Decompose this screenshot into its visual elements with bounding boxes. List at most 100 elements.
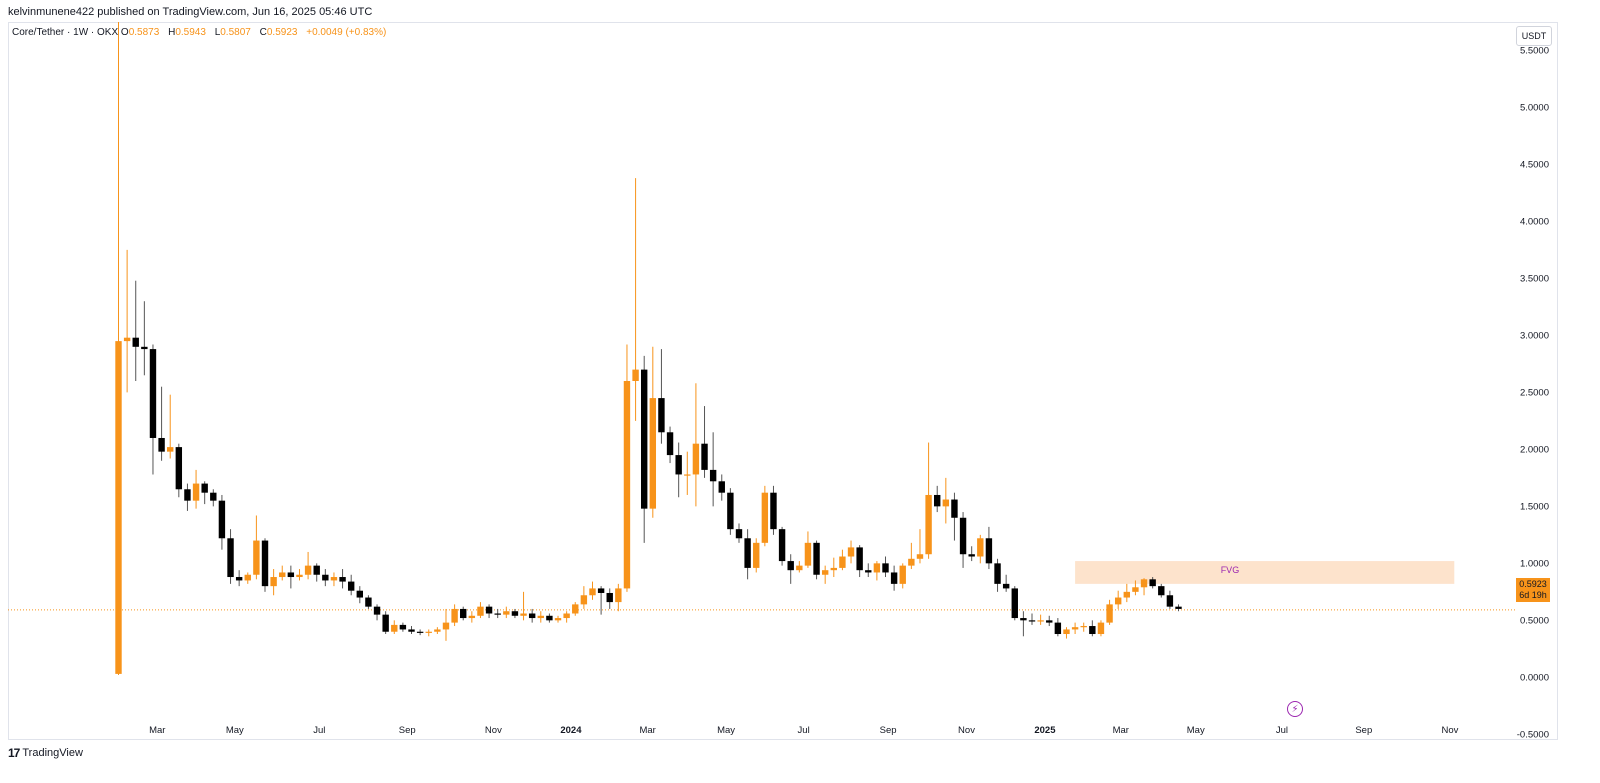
candle[interactable] <box>606 588 613 609</box>
candle[interactable] <box>167 394 174 459</box>
candle[interactable] <box>597 586 605 615</box>
legend-symbol[interactable]: Core/Tether · 1W · OKX <box>12 27 119 38</box>
candle[interactable] <box>718 474 725 501</box>
candle[interactable] <box>158 386 165 461</box>
candle[interactable] <box>201 481 208 505</box>
candle[interactable] <box>1175 604 1182 612</box>
candle[interactable] <box>977 534 984 564</box>
candle[interactable] <box>313 563 320 582</box>
candle[interactable] <box>985 526 993 570</box>
candle[interactable] <box>563 611 570 623</box>
candle[interactable] <box>1166 590 1174 609</box>
candle[interactable] <box>873 561 881 581</box>
candle[interactable] <box>296 569 303 581</box>
candle[interactable] <box>253 515 260 580</box>
candle[interactable] <box>1080 622 1087 632</box>
candle[interactable] <box>709 432 717 507</box>
candle[interactable] <box>770 485 777 535</box>
candle[interactable] <box>425 629 432 637</box>
candle[interactable] <box>287 565 295 589</box>
candle[interactable] <box>847 540 855 564</box>
candle[interactable] <box>701 406 708 478</box>
candle[interactable] <box>373 604 381 621</box>
candle[interactable] <box>856 545 863 578</box>
candle[interactable] <box>460 606 467 621</box>
candle[interactable] <box>192 469 200 509</box>
candle[interactable] <box>1089 620 1096 637</box>
candle[interactable] <box>890 565 898 591</box>
fvg-zone-0[interactable] <box>1075 561 1455 584</box>
candle[interactable] <box>175 443 183 498</box>
candle[interactable] <box>520 591 527 621</box>
candle[interactable] <box>399 622 407 632</box>
candle[interactable] <box>210 489 217 507</box>
candle[interactable] <box>365 595 372 609</box>
candle[interactable] <box>235 570 243 587</box>
candle[interactable] <box>1071 622 1079 635</box>
candle[interactable] <box>391 620 398 635</box>
candle[interactable] <box>115 22 122 676</box>
candle[interactable] <box>537 611 544 623</box>
candle[interactable] <box>580 586 588 609</box>
candle[interactable] <box>244 572 251 584</box>
candle[interactable] <box>261 538 269 592</box>
candle[interactable] <box>218 494 226 550</box>
candle[interactable] <box>692 383 700 507</box>
candle[interactable] <box>1002 574 1010 592</box>
candle[interactable] <box>882 556 889 578</box>
candle[interactable] <box>1140 578 1148 596</box>
candle[interactable] <box>658 349 665 444</box>
candle[interactable] <box>804 531 812 568</box>
price-chart[interactable]: FVG -0.5000 0.0000 0.5000 1.0000 1.5000 2.000… <box>8 22 1558 740</box>
candle[interactable] <box>830 557 837 578</box>
candle[interactable] <box>347 574 355 596</box>
candle[interactable] <box>735 523 743 543</box>
candle[interactable] <box>813 540 820 580</box>
candle[interactable] <box>503 606 510 619</box>
candle[interactable] <box>839 549 846 571</box>
candle[interactable] <box>1028 613 1036 625</box>
candle[interactable] <box>442 608 450 641</box>
candle[interactable] <box>589 581 596 600</box>
candle[interactable] <box>132 280 139 381</box>
candle[interactable] <box>141 301 148 376</box>
candle[interactable] <box>821 565 829 584</box>
candle[interactable] <box>727 488 734 535</box>
candle[interactable] <box>227 529 234 584</box>
candle[interactable] <box>899 563 906 589</box>
candle[interactable] <box>1054 618 1062 637</box>
candle[interactable] <box>908 542 915 570</box>
tradingview-logo[interactable]: 17 TradingView <box>8 746 83 760</box>
candle[interactable] <box>322 569 329 587</box>
candle[interactable] <box>494 608 501 619</box>
candle[interactable] <box>511 608 519 619</box>
candle[interactable] <box>942 477 950 524</box>
candle[interactable] <box>304 551 312 580</box>
candle[interactable] <box>968 546 975 562</box>
candle[interactable] <box>865 563 872 578</box>
candle[interactable] <box>753 538 760 573</box>
candle[interactable] <box>778 526 786 566</box>
candle[interactable] <box>408 626 415 635</box>
candle[interactable] <box>615 583 622 612</box>
candle[interactable] <box>572 602 579 616</box>
candle[interactable] <box>623 344 631 592</box>
candle[interactable] <box>951 492 958 541</box>
candle[interactable] <box>994 558 1001 592</box>
candle[interactable] <box>649 346 657 518</box>
candle[interactable] <box>744 529 751 580</box>
candle[interactable] <box>1063 627 1070 639</box>
candle[interactable] <box>546 613 553 623</box>
candle[interactable] <box>796 561 803 573</box>
candle[interactable] <box>916 529 924 564</box>
candle[interactable] <box>279 565 286 581</box>
candle[interactable] <box>632 178 639 421</box>
candle[interactable] <box>1132 580 1139 596</box>
candle[interactable] <box>675 442 682 498</box>
candle[interactable] <box>485 604 493 619</box>
candle[interactable] <box>787 554 794 584</box>
candle[interactable] <box>528 608 536 623</box>
candle[interactable] <box>1011 586 1018 621</box>
candle[interactable] <box>434 627 441 635</box>
candle[interactable] <box>959 512 967 568</box>
